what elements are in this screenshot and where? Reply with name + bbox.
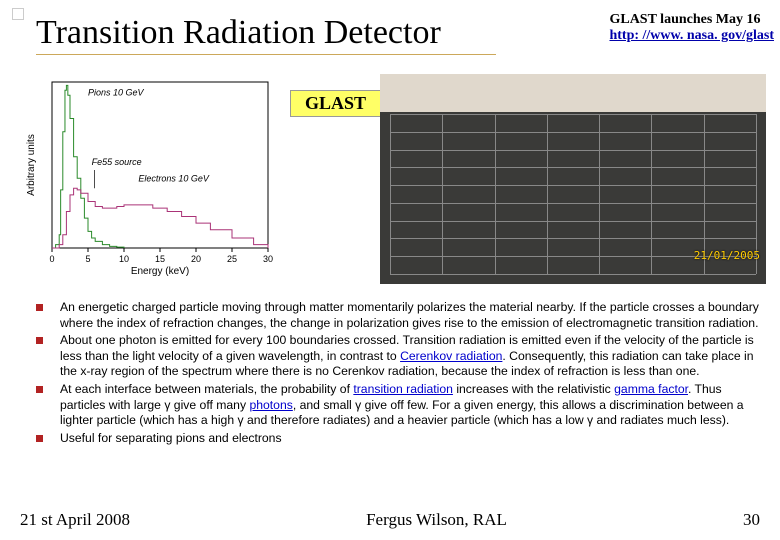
svg-text:10: 10 (119, 254, 129, 264)
bullet-item: An energetic charged particle moving thr… (30, 300, 762, 331)
bullet-item: At each interface between materials, the… (30, 382, 762, 429)
inline-link[interactable]: Cerenkov radiation (400, 349, 502, 363)
footer: 21 st April 2008 Fergus Wilson, RAL 30 (20, 510, 760, 530)
bullet-item: About one photon is emitted for every 10… (30, 333, 762, 380)
svg-text:15: 15 (155, 254, 165, 264)
svg-text:5: 5 (85, 254, 90, 264)
footer-page: 30 (743, 510, 760, 530)
inline-link[interactable]: gamma factor (614, 382, 688, 396)
page-title: Transition Radiation Detector (36, 14, 441, 52)
svg-text:Pions 10 GeV: Pions 10 GeV (88, 87, 145, 97)
footer-author: Fergus Wilson, RAL (366, 510, 507, 530)
header-right: GLAST launches May 16 http: //www. nasa.… (609, 12, 774, 44)
svg-text:Electrons 10 GeV: Electrons 10 GeV (138, 174, 210, 184)
decorative-box (12, 8, 24, 20)
svg-text:0: 0 (49, 254, 54, 264)
trd-spectrum-chart: 0 5 10 15 20 25 30 Energy (keV) Arbitrary units P… (24, 76, 274, 276)
nasa-link[interactable]: http: //www. nasa. gov/glast (609, 28, 774, 44)
photo-timestamp: 21/01/2005 (694, 249, 760, 262)
svg-text:Arbitrary units: Arbitrary units (26, 134, 37, 196)
svg-text:25: 25 (227, 254, 237, 264)
title-underline (36, 54, 496, 55)
inline-link[interactable]: transition radiation (353, 382, 453, 396)
footer-date: 21 st April 2008 (20, 510, 130, 530)
detector-photo: 21/01/2005 (380, 74, 766, 284)
svg-text:30: 30 (263, 254, 273, 264)
bullet-list: An energetic charged particle moving thr… (30, 300, 762, 448)
glast-label: GLAST (290, 90, 381, 117)
svg-text:Fe55 source: Fe55 source (92, 157, 142, 167)
launch-text: GLAST launches May 16 (609, 12, 774, 28)
svg-text:20: 20 (191, 254, 201, 264)
inline-link[interactable]: photons (249, 398, 292, 412)
svg-text:Energy (keV): Energy (keV) (131, 266, 189, 276)
bullet-item: Useful for separating pions and electron… (30, 431, 762, 447)
